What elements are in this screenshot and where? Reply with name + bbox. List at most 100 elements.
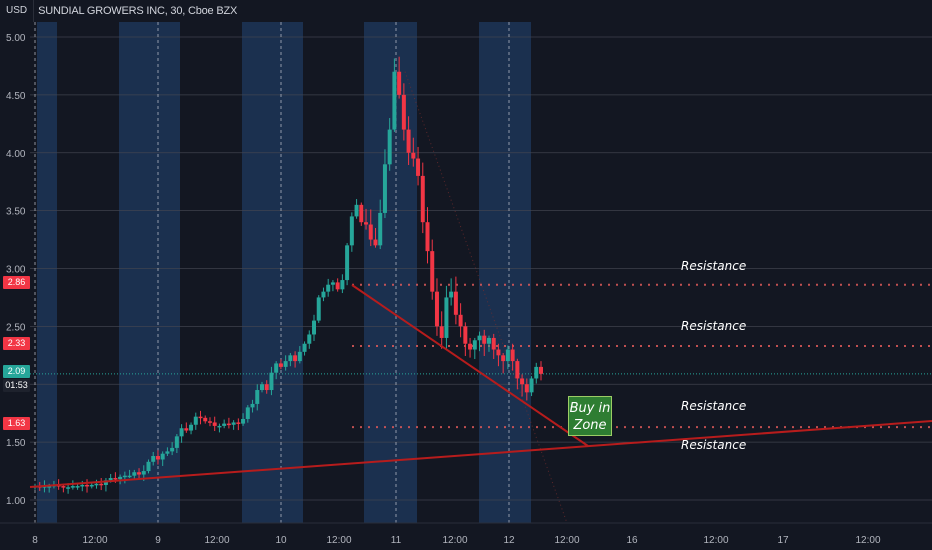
candle-body[interactable] bbox=[472, 340, 477, 350]
candle-body[interactable] bbox=[529, 378, 534, 393]
candle-body[interactable] bbox=[99, 483, 104, 486]
candle-body[interactable] bbox=[335, 282, 340, 290]
candle-body[interactable] bbox=[174, 436, 179, 448]
candle-body[interactable] bbox=[364, 222, 369, 225]
candle-body[interactable] bbox=[378, 212, 383, 246]
candle-body[interactable] bbox=[491, 337, 496, 350]
candle-body[interactable] bbox=[103, 480, 108, 485]
candle-body[interactable] bbox=[349, 216, 354, 246]
candle-body[interactable] bbox=[127, 475, 132, 478]
candle-body[interactable] bbox=[80, 484, 85, 487]
candle-body[interactable] bbox=[330, 282, 335, 285]
candle-body[interactable] bbox=[241, 418, 246, 424]
candle-body[interactable] bbox=[170, 447, 175, 452]
candle-body[interactable] bbox=[94, 483, 99, 486]
candle-body[interactable] bbox=[75, 486, 80, 488]
candle-body[interactable] bbox=[534, 366, 539, 379]
candle-body[interactable] bbox=[207, 421, 212, 423]
candle-body[interactable] bbox=[293, 355, 298, 362]
candle-body[interactable] bbox=[397, 71, 402, 95]
candle-body[interactable] bbox=[108, 478, 113, 481]
candle-body[interactable] bbox=[368, 224, 373, 240]
candle-body[interactable] bbox=[193, 416, 198, 425]
candle-body[interactable] bbox=[425, 222, 430, 252]
candle-body[interactable] bbox=[236, 422, 241, 424]
candle-body[interactable] bbox=[515, 361, 520, 379]
candle-body[interactable] bbox=[449, 291, 454, 298]
candle-body[interactable] bbox=[146, 461, 151, 472]
candle-body[interactable] bbox=[420, 175, 425, 223]
candle-body[interactable] bbox=[274, 363, 279, 373]
candle-body[interactable] bbox=[278, 363, 283, 367]
candle-body[interactable] bbox=[198, 416, 203, 419]
resistance-label-1[interactable]: Resistance bbox=[681, 259, 747, 273]
candle-body[interactable] bbox=[434, 291, 439, 327]
candle-body[interactable] bbox=[66, 487, 71, 489]
candle-body[interactable] bbox=[118, 476, 123, 480]
candle-body[interactable] bbox=[89, 484, 94, 487]
candle-body[interactable] bbox=[453, 291, 458, 315]
candle-body[interactable] bbox=[47, 486, 52, 488]
candle-body[interactable] bbox=[245, 407, 250, 419]
candle-body[interactable] bbox=[231, 422, 236, 425]
candle-body[interactable] bbox=[359, 204, 364, 223]
candle-body[interactable] bbox=[401, 94, 406, 130]
candle-body[interactable] bbox=[264, 384, 269, 391]
candle-body[interactable] bbox=[326, 284, 331, 292]
candle-body[interactable] bbox=[255, 390, 260, 404]
candle-body[interactable] bbox=[439, 326, 444, 338]
candle-body[interactable] bbox=[392, 71, 397, 130]
candle-body[interactable] bbox=[373, 239, 378, 246]
candle-body[interactable] bbox=[217, 425, 222, 428]
candle-body[interactable] bbox=[307, 334, 312, 344]
candle-body[interactable] bbox=[141, 471, 146, 475]
candle-body[interactable] bbox=[520, 378, 525, 385]
candle-body[interactable] bbox=[226, 423, 231, 426]
candle-body[interactable] bbox=[61, 486, 66, 488]
currency-label[interactable]: USD bbox=[0, 0, 35, 22]
support-trendline[interactable] bbox=[29, 420, 932, 488]
candle-body[interactable] bbox=[132, 472, 137, 476]
resistance-label-4[interactable]: Resistance bbox=[681, 438, 747, 452]
candle-body[interactable] bbox=[477, 335, 482, 341]
candle-body[interactable] bbox=[496, 349, 501, 356]
candle-body[interactable] bbox=[510, 349, 515, 362]
candle-body[interactable] bbox=[416, 158, 421, 176]
candle-body[interactable] bbox=[430, 251, 435, 292]
candle-body[interactable] bbox=[505, 349, 510, 362]
candle-body[interactable] bbox=[179, 428, 184, 437]
candle-body[interactable] bbox=[250, 403, 255, 408]
candle-body[interactable] bbox=[222, 423, 227, 426]
candle-body[interactable] bbox=[382, 164, 387, 213]
candle-body[interactable] bbox=[463, 326, 468, 344]
resistance-label-3[interactable]: Resistance bbox=[681, 399, 747, 413]
symbol-title[interactable]: SUNDIAL GROWERS INC, 30, Cboe BZX bbox=[38, 5, 238, 17]
candle-body[interactable] bbox=[122, 475, 127, 478]
candle-body[interactable] bbox=[184, 428, 189, 431]
candle-body[interactable] bbox=[387, 129, 392, 165]
candle-body[interactable] bbox=[406, 129, 411, 153]
candle-body[interactable] bbox=[312, 320, 317, 335]
candle-body[interactable] bbox=[203, 417, 208, 422]
candle-body[interactable] bbox=[321, 291, 326, 298]
candle-body[interactable] bbox=[283, 361, 288, 367]
candle-body[interactable] bbox=[486, 337, 491, 344]
candle-body[interactable] bbox=[212, 422, 217, 426]
candle-body[interactable] bbox=[288, 355, 293, 362]
candle-body[interactable] bbox=[269, 372, 274, 391]
resistance-label-2[interactable]: Resistance bbox=[681, 319, 747, 333]
candle-body[interactable] bbox=[297, 351, 302, 362]
candle-body[interactable] bbox=[458, 314, 463, 327]
candle-body[interactable] bbox=[316, 297, 321, 321]
candle-body[interactable] bbox=[354, 204, 359, 217]
candle-body[interactable] bbox=[85, 484, 90, 487]
candle-body[interactable] bbox=[411, 152, 416, 159]
candle-body[interactable] bbox=[259, 384, 264, 391]
descending-trendline[interactable] bbox=[351, 284, 589, 447]
candle-body[interactable] bbox=[482, 335, 487, 344]
buy-zone-label[interactable]: Buy in Zone bbox=[568, 396, 612, 436]
candle-body[interactable] bbox=[160, 453, 165, 460]
candle-body[interactable] bbox=[539, 366, 543, 374]
candle-body[interactable] bbox=[468, 343, 473, 350]
